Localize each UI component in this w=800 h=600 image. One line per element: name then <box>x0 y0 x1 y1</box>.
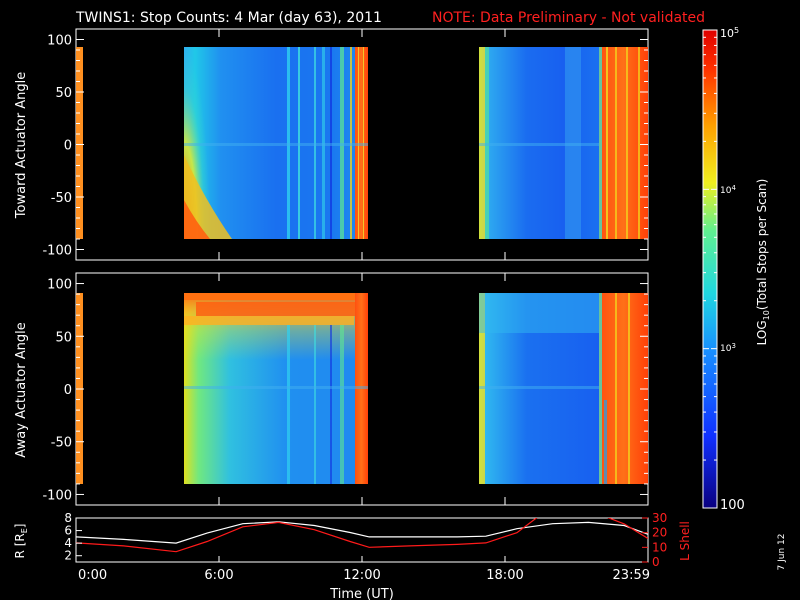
colorbar-top-label: 105 <box>720 26 739 40</box>
colorbar: 105 104 103 100 LOG10(Total Stops per Sc… <box>702 26 771 513</box>
y-tick-label: -50 <box>51 436 72 451</box>
y-tick-label: 50 <box>55 86 72 101</box>
y-tick-label: 50 <box>55 330 72 345</box>
x-tick-label: 6:00 <box>204 568 233 583</box>
series-line-r <box>76 521 648 544</box>
y-tick-label: -50 <box>51 191 72 206</box>
y-tick-label: -100 <box>42 244 72 259</box>
right-axis-tick-label: 10 <box>652 540 667 554</box>
middle-block-b <box>479 293 648 484</box>
colorbar-10e3-label: 103 <box>720 342 736 354</box>
y-tick-label: 0 <box>64 383 72 398</box>
chart-title: TWINS1: Stop Counts: 4 Mar (day 63), 201… <box>75 10 382 26</box>
left-axis-tick-label: 6 <box>64 524 72 538</box>
top-data-start <box>76 47 83 239</box>
top-block-a <box>184 47 368 239</box>
x-tick-label: 23:59 <box>613 568 650 583</box>
bottom-right-axis-label: L Shell <box>678 521 692 561</box>
x-tick-label: 0:00 <box>78 568 107 583</box>
colorbar-10e4-label: 104 <box>720 184 736 196</box>
date-stamp: 7 Jun 12 <box>777 534 787 571</box>
x-tick-label: 18:00 <box>486 568 523 583</box>
colorbar-min-label: 100 <box>720 498 745 513</box>
bottom-left-axis-label: R [RE] <box>13 524 29 559</box>
top-y-axis-label: Toward Actuator Angle <box>14 72 29 219</box>
bottom-panel-frame <box>75 517 649 563</box>
middle-heatmap-panel: 100 50 0 -50 -100 Away Actuator Angle <box>14 272 649 506</box>
left-axis-tick-label: 4 <box>64 536 72 550</box>
colorbar-gradient <box>702 29 718 509</box>
y-tick-label: 0 <box>64 139 72 154</box>
right-axis-tick-label: 20 <box>652 526 667 540</box>
right-axis-tick-label: 0 <box>652 555 660 569</box>
y-tick-label: 100 <box>47 34 72 49</box>
left-axis-tick-label: 2 <box>64 549 72 563</box>
orbit-series <box>76 518 648 553</box>
left-axis-tick-label: 8 <box>64 511 72 525</box>
preliminary-note: NOTE: Data Preliminary - Not validated <box>432 10 705 26</box>
x-axis-label: Time (UT) <box>329 587 394 600</box>
middle-y-axis-label: Away Actuator Angle <box>14 322 29 457</box>
y-tick-label: -100 <box>42 488 72 503</box>
series-line-l-shell <box>76 518 648 553</box>
middle-y-axis-ticks: 100 50 0 -50 -100 <box>42 273 649 505</box>
top-heatmap-panel: 100 50 0 -50 -100 Toward Actuator Angle <box>14 28 649 261</box>
y-tick-label: 100 <box>47 278 72 293</box>
colorbar-ticks <box>703 36 717 509</box>
x-tick-label: 12:00 <box>343 568 380 583</box>
colorbar-axis-label: LOG10(Total Stops per Scan) <box>755 179 771 346</box>
right-axis-tick-label: 30 <box>652 511 667 525</box>
top-y-axis-ticks: 100 50 0 -50 -100 <box>42 29 649 260</box>
top-block-b <box>479 47 648 239</box>
middle-block-a <box>184 293 368 484</box>
